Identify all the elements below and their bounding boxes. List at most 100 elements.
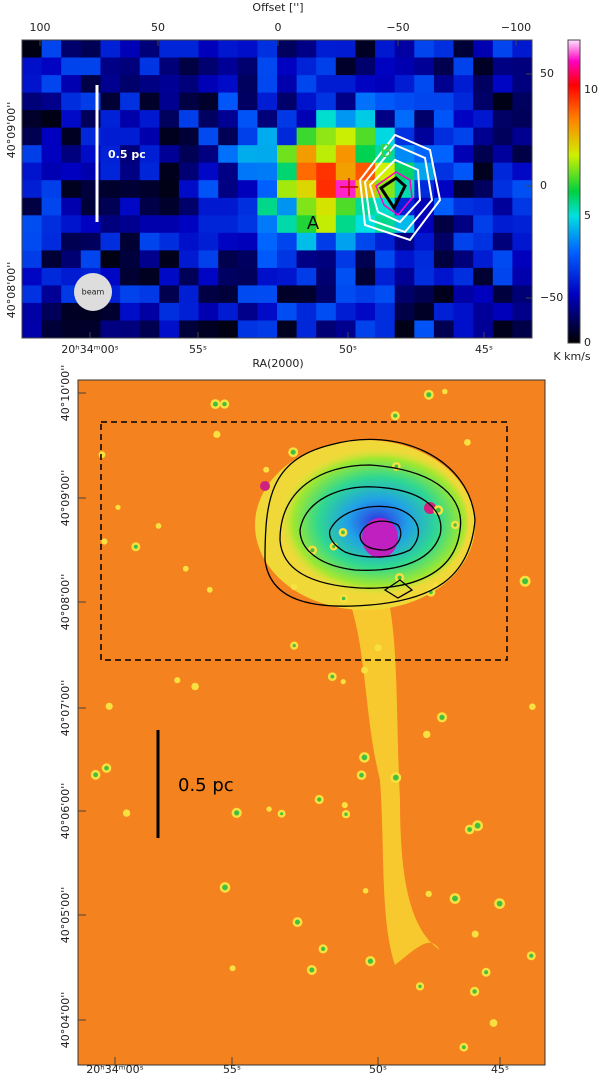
heatmap-cell xyxy=(120,162,141,181)
heatmap-cell xyxy=(512,215,532,234)
heatmap-cell xyxy=(218,110,239,129)
x-tick-label: 20ʰ34ᵐ00ˢ xyxy=(86,1063,143,1076)
heatmap-cell xyxy=(433,162,454,181)
star-core xyxy=(321,946,326,952)
heatmap-cell xyxy=(277,145,298,164)
x-axis-label: RA(2000) xyxy=(252,357,303,370)
heatmap-cell xyxy=(22,180,43,199)
heatmap-cell xyxy=(198,75,219,94)
heatmap-cell xyxy=(120,197,141,216)
heatmap-cell xyxy=(453,127,474,146)
heatmap-cell xyxy=(257,215,278,234)
heatmap-cell xyxy=(394,267,415,286)
heatmap-cell xyxy=(512,302,532,321)
heatmap-cell xyxy=(453,320,474,338)
star-core xyxy=(418,984,422,989)
heatmap-cell xyxy=(296,75,317,94)
heatmap-cell xyxy=(120,215,141,234)
y-tick-label: 40°10'00'' xyxy=(59,365,72,422)
heatmap-cell xyxy=(375,232,396,251)
heatmap-cell xyxy=(492,145,513,164)
heatmap-cell xyxy=(100,110,121,129)
heatmap-cell xyxy=(237,232,258,251)
heatmap-cell xyxy=(473,180,494,199)
heatmap-cell xyxy=(453,110,474,129)
heatmap-cell xyxy=(335,40,356,58)
heatmap-cell xyxy=(41,197,62,216)
y-tick-label: 40°09'00'' xyxy=(5,102,18,159)
heatmap-cell xyxy=(139,320,160,338)
star-core xyxy=(359,772,364,778)
heatmap-cell xyxy=(316,127,337,146)
star-core xyxy=(397,575,402,580)
heatmap-cell xyxy=(473,162,494,181)
heatmap-cell xyxy=(492,232,513,251)
heatmap-cell xyxy=(139,57,160,76)
heatmap-cell xyxy=(22,127,43,146)
top-frame xyxy=(21,39,533,339)
heatmap-cell xyxy=(473,197,494,216)
heatmap-cell xyxy=(237,267,258,286)
star-core xyxy=(341,596,346,601)
heatmap-cell xyxy=(100,197,121,216)
heatmap-cell xyxy=(159,320,180,338)
heatmap-cell xyxy=(139,162,160,181)
heatmap-cell xyxy=(355,320,376,338)
contours xyxy=(264,438,476,607)
heatmap-cell xyxy=(237,285,258,304)
heatmap-cell xyxy=(218,232,239,251)
heatmap-cell xyxy=(512,267,532,286)
star-core xyxy=(317,797,322,802)
heatmap-cell xyxy=(218,320,239,338)
heatmap-cell xyxy=(159,267,180,286)
heatmap-cell xyxy=(492,250,513,269)
heatmap-cell xyxy=(492,75,513,94)
y-tick-label: 40°08'00'' xyxy=(59,574,72,631)
heatmap-cell xyxy=(61,145,82,164)
heatmap-cell xyxy=(257,75,278,94)
heatmap-cell xyxy=(414,57,435,76)
heatmap-cell xyxy=(41,267,62,286)
heatmap-cell xyxy=(218,57,239,76)
heatmap-cell xyxy=(355,145,376,164)
heatmap-cell xyxy=(61,232,82,251)
heatmap-cell xyxy=(120,127,141,146)
top-tick-label: −50 xyxy=(386,21,409,34)
heatmap-cell xyxy=(433,127,454,146)
heatmap-cell xyxy=(433,215,454,234)
star-core xyxy=(234,810,240,816)
heatmap-cell xyxy=(414,40,435,58)
heatmap-cell xyxy=(414,320,435,338)
heatmap-cell xyxy=(178,75,199,94)
heatmap-cell xyxy=(355,92,376,111)
heatmap-cell xyxy=(139,110,160,129)
colorbar-tick-label: 10 xyxy=(584,83,598,96)
heatmap-cell xyxy=(335,75,356,94)
heatmap-cell xyxy=(335,92,356,111)
heatmap-cell xyxy=(473,145,494,164)
heatmap-cell xyxy=(375,320,396,338)
heatmap-cell xyxy=(277,57,298,76)
heatmap-cell xyxy=(453,285,474,304)
heatmap-cell xyxy=(512,57,532,76)
heatmap-cell xyxy=(100,215,121,234)
heatmap-cell xyxy=(296,127,317,146)
heatmap-cell xyxy=(316,215,337,234)
heatmap-cell xyxy=(61,320,82,338)
star xyxy=(98,451,106,459)
heatmap-cell xyxy=(178,320,199,338)
nebula xyxy=(255,440,475,965)
heatmap-cell xyxy=(41,285,62,304)
heatmap-cell xyxy=(473,40,494,58)
heatmap-cell xyxy=(375,40,396,58)
star-core xyxy=(290,449,296,455)
scale-label: 0.5 pc xyxy=(108,148,146,161)
beam-label: beam xyxy=(82,288,105,297)
heatmap-cell xyxy=(22,285,43,304)
star-core xyxy=(93,772,98,778)
heatmap-cell xyxy=(355,40,376,58)
heatmap-cell xyxy=(218,162,239,181)
heatmap-cell xyxy=(198,92,219,111)
heatmap-cell xyxy=(316,302,337,321)
heatmap-cell xyxy=(237,40,258,58)
